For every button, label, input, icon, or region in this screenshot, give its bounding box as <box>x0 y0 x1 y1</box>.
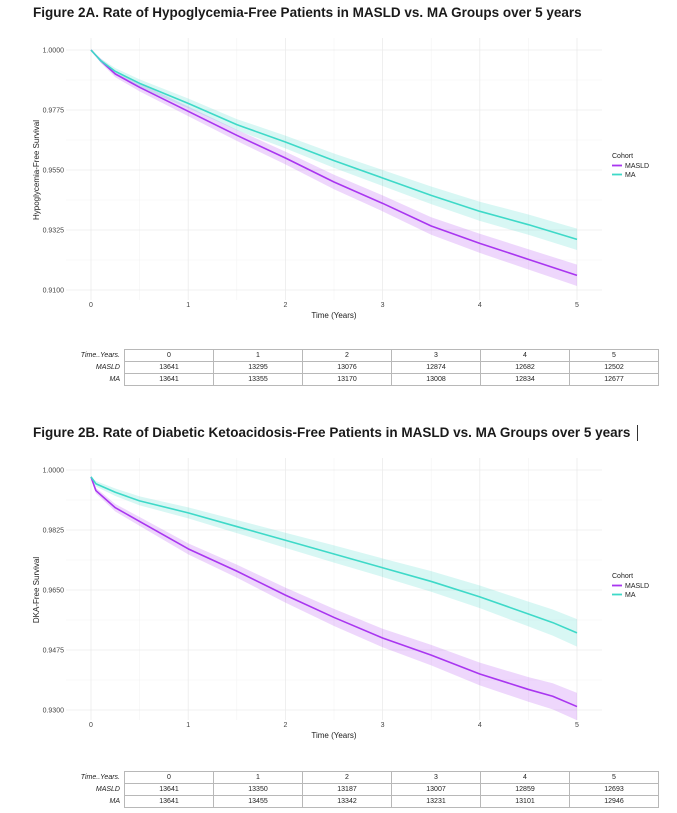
table2-time-header: 4 <box>480 771 570 784</box>
table1-time-header: 5 <box>569 349 659 362</box>
table1-row-label: MASLD <box>95 364 120 371</box>
table2-cell: 13342 <box>302 795 392 808</box>
chart2-x-tick-label: 0 <box>89 722 93 729</box>
chart2-line-ma <box>90 476 578 634</box>
table2-cell: 13350 <box>213 783 303 796</box>
chart2-y-tick-label: 0.9475 <box>43 648 65 655</box>
chart2-x-tick-label: 4 <box>478 722 482 729</box>
table2-cell: 13641 <box>124 795 214 808</box>
chart2-x-tick-label: 3 <box>381 722 385 729</box>
chart1-legend-label-masld: MASLD <box>625 163 649 170</box>
chart1-x-tick-label: 4 <box>478 302 482 309</box>
chart1-y-tick-label: 0.9775 <box>43 108 65 115</box>
table1-time-header: 2 <box>302 349 392 362</box>
table2-row-ma: MA 13641 13455 13342 13231 13101 12946 <box>36 795 659 808</box>
chart2-x-tick-label: 1 <box>186 722 190 729</box>
hypoglycemia-survival-chart: 0 1 2 3 4 5 0.9100 0.9325 0.9550 0.9775 1.0000 Time… <box>32 38 649 320</box>
chart1-x-axis-label: Time (Years) <box>311 311 357 320</box>
table2-time-header: 3 <box>391 771 481 784</box>
chart1-line-ma <box>90 49 578 241</box>
table1-row-label: MA <box>109 376 121 383</box>
table2-time-header: 1 <box>213 771 303 784</box>
table1-time-header: 1 <box>213 349 303 362</box>
table1-header-row: Time..Years. 0 1 2 3 4 5 <box>36 349 659 362</box>
chart1-x-tick-label: 5 <box>575 302 579 309</box>
chart2-legend-title: Cohort <box>612 573 633 580</box>
table2-row-masld: MASLD 13641 13350 13187 13007 12859 12693 <box>36 783 659 796</box>
table2-time-header: 2 <box>302 771 392 784</box>
chart1-legend-title: Cohort <box>612 153 633 160</box>
table1-cell: 12874 <box>391 361 481 374</box>
table1-cell: 12834 <box>480 373 570 386</box>
chart1-x-tick-label: 1 <box>186 302 190 309</box>
risk-table-2a: Time..Years. 0 1 2 3 4 5 MASLD 13641 13295 13076 12… <box>36 349 659 386</box>
chart1-y-tick-label: 0.9325 <box>43 228 65 235</box>
chart1-y-axis-label: Hypoglycemia-Free Survival <box>32 120 41 220</box>
chart2-legend: Cohort MASLD MA <box>612 573 649 599</box>
text-cursor <box>637 425 638 441</box>
chart1-grid <box>66 38 602 300</box>
chart1-x-tick-label: 2 <box>283 302 287 309</box>
chart2-x-tick-label: 5 <box>575 722 579 729</box>
chart2-y-tick-label: 0.9650 <box>43 588 65 595</box>
table2-time-header: 0 <box>124 771 214 784</box>
chart1-x-tick-label: 0 <box>89 302 93 309</box>
chart2-grid <box>66 458 602 720</box>
table2-cell: 13101 <box>480 795 570 808</box>
chart1-ci-band-ma <box>91 50 577 250</box>
table1-row-masld: MASLD 13641 13295 13076 12874 12682 12502 <box>36 361 659 374</box>
table1-cell: 13295 <box>213 361 303 374</box>
chart2-ci-band-masld <box>91 476 577 721</box>
chart2-legend-label-masld: MASLD <box>625 583 649 590</box>
chart1-x-tick-label: 3 <box>381 302 385 309</box>
table1-time-header: 4 <box>480 349 570 362</box>
table1-cell: 12677 <box>569 373 659 386</box>
chart1-legend-label-ma: MA <box>625 172 636 179</box>
chart1-y-tick-label: 0.9550 <box>43 168 65 175</box>
table1-cell: 13008 <box>391 373 481 386</box>
table1-cell: 13355 <box>213 373 303 386</box>
chart1-line-masld <box>90 49 578 277</box>
table2-cell: 12693 <box>569 783 659 796</box>
table1-cell: 13170 <box>302 373 392 386</box>
table2-cell: 13455 <box>213 795 303 808</box>
table1-cell: 13641 <box>124 361 214 374</box>
table2-row-label: MASLD <box>95 786 120 793</box>
chart1-y-tick-label: 0.9100 <box>43 288 65 295</box>
chart2-y-tick-label: 0.9825 <box>43 528 65 535</box>
chart2-line-masld <box>90 476 578 708</box>
table1-cell: 13076 <box>302 361 392 374</box>
chart1-ci-band-masld <box>91 50 577 286</box>
table2-cell: 13187 <box>302 783 392 796</box>
table2-time-header: 5 <box>569 771 659 784</box>
table2-header-label: Time..Years. <box>80 774 120 781</box>
figure-2a-title: Figure 2A. Rate of Hypoglycemia-Free Pat… <box>33 5 582 20</box>
table2-cell: 12946 <box>569 795 659 808</box>
table1-row-ma: MA 13641 13355 13170 13008 12834 12677 <box>36 373 659 386</box>
chart2-y-tick-label: 1.0000 <box>43 468 65 475</box>
dka-survival-chart: 0 1 2 3 4 5 0.9300 0.9475 0.9650 0.9825 1.0000 Time… <box>32 458 649 740</box>
chart2-y-tick-label: 0.9300 <box>43 708 65 715</box>
table1-cell: 12682 <box>480 361 570 374</box>
risk-table-2b: Time..Years. 0 1 2 3 4 5 MASLD 13641 13350 13187 13… <box>36 771 659 808</box>
chart2-legend-label-ma: MA <box>625 592 636 599</box>
chart1-y-tick-label: 1.0000 <box>43 48 65 55</box>
table2-cell: 13231 <box>391 795 481 808</box>
table1-header-label: Time..Years. <box>80 352 120 359</box>
table2-cell: 13007 <box>391 783 481 796</box>
figure-2b-title: Figure 2B. Rate of Diabetic Ketoacidosis… <box>33 425 631 440</box>
chart2-x-tick-label: 2 <box>283 722 287 729</box>
table1-time-header: 3 <box>391 349 481 362</box>
table1-cell: 12502 <box>569 361 659 374</box>
table2-header-row: Time..Years. 0 1 2 3 4 5 <box>36 771 659 784</box>
table1-time-header: 0 <box>124 349 214 362</box>
chart2-x-axis-label: Time (Years) <box>311 731 357 740</box>
chart1-legend: Cohort MASLD MA <box>612 153 649 179</box>
table2-row-label: MA <box>109 798 121 805</box>
table2-cell: 13641 <box>124 783 214 796</box>
table1-cell: 13641 <box>124 373 214 386</box>
chart2-y-axis-label: DKA-Free Survival <box>32 557 41 623</box>
table2-cell: 12859 <box>480 783 570 796</box>
